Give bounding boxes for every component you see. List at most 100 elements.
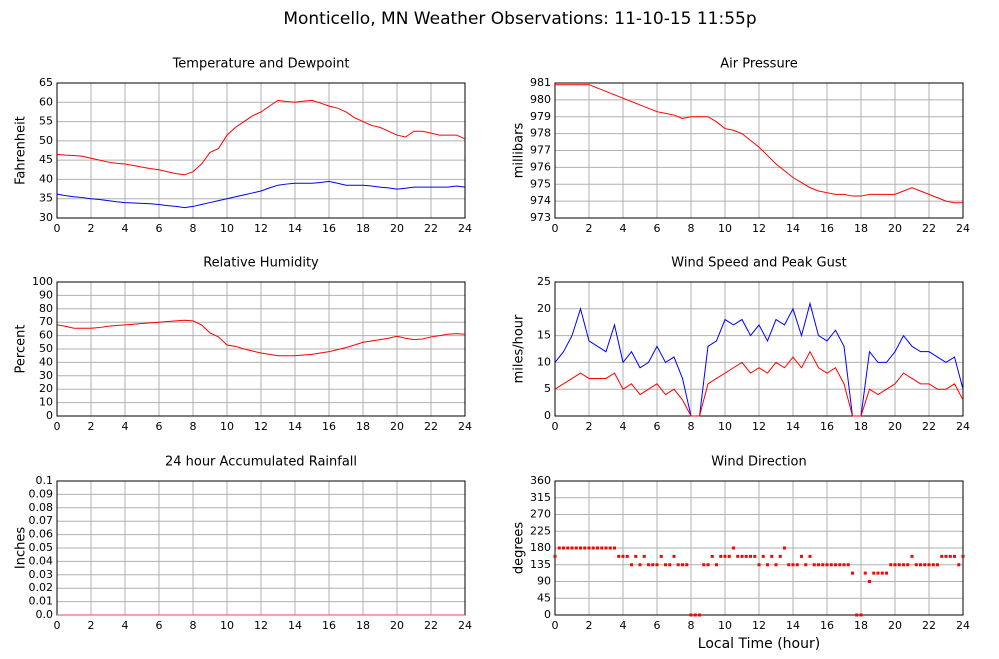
panel: Wind Speed and Peak Gust miles/hour 0 5 10 15… bbox=[512, 256, 971, 434]
data-point bbox=[808, 554, 812, 558]
data-point bbox=[812, 563, 816, 567]
y-tick-label: 980 bbox=[530, 93, 551, 106]
plot-frame bbox=[554, 480, 964, 616]
y-tick-label: 10 bbox=[537, 355, 551, 368]
x-tick-label: 12 bbox=[254, 222, 268, 235]
data-point bbox=[723, 554, 727, 558]
panel-title: Wind Speed and Peak Gust bbox=[671, 256, 846, 271]
y-tick-label: 45 bbox=[537, 591, 551, 604]
x-tick-label: 16 bbox=[820, 619, 834, 632]
data-point bbox=[634, 554, 638, 558]
data-point bbox=[689, 613, 693, 617]
data-point bbox=[804, 563, 808, 567]
x-tick-label: 24 bbox=[956, 420, 970, 433]
data-point bbox=[591, 546, 595, 550]
x-tick-label: 24 bbox=[956, 222, 970, 235]
x-tick-label: 6 bbox=[156, 222, 163, 235]
x-tick-label: 16 bbox=[820, 222, 834, 235]
data-point bbox=[753, 554, 757, 558]
y-axis-label: Inches bbox=[14, 527, 29, 569]
y-tick-label: 977 bbox=[530, 144, 551, 157]
data-point bbox=[600, 546, 604, 550]
data-point bbox=[608, 546, 612, 550]
panel: Air Pressure millibars 973 974 975 976 977 978 9… bbox=[512, 57, 971, 236]
y-tick-label: 90 bbox=[537, 575, 551, 588]
data-line bbox=[56, 319, 466, 357]
y-tick-label: 55 bbox=[39, 115, 53, 128]
data-point bbox=[885, 571, 888, 575]
data-point bbox=[617, 554, 621, 558]
x-tick-label: 20 bbox=[390, 222, 404, 235]
y-tick-label: 50 bbox=[39, 342, 53, 355]
y-axis-label: miles/hour bbox=[512, 314, 527, 383]
y-tick-label: 30 bbox=[39, 211, 53, 224]
x-tick-label: 8 bbox=[190, 222, 197, 235]
data-point bbox=[863, 571, 867, 575]
x-tick-label: 24 bbox=[458, 619, 472, 632]
x-tick-label: 8 bbox=[190, 619, 197, 632]
data-point bbox=[825, 563, 829, 567]
y-tick-label: 45 bbox=[39, 153, 53, 166]
data-point bbox=[647, 563, 650, 567]
x-tick-label: 18 bbox=[356, 222, 370, 235]
x-tick-label: 22 bbox=[424, 420, 438, 433]
x-tick-label: 24 bbox=[458, 222, 472, 235]
x-tick-label: 0 bbox=[552, 420, 559, 433]
panel: Temperature and DewpointFahrenheit303540… bbox=[14, 57, 473, 236]
x-tick-label: 6 bbox=[156, 619, 163, 632]
data-point bbox=[681, 563, 684, 567]
data-point bbox=[766, 563, 769, 567]
y-tick-label: 360 bbox=[530, 474, 551, 487]
data-point bbox=[897, 563, 901, 567]
y-tick-label: 40 bbox=[39, 172, 53, 185]
data-point bbox=[876, 571, 880, 575]
data-point bbox=[872, 571, 876, 575]
x-tick-label: 20 bbox=[888, 420, 902, 433]
x-tick-label: 18 bbox=[854, 420, 868, 433]
plot-frame bbox=[554, 281, 964, 417]
data-point bbox=[940, 554, 944, 558]
x-tick-label: 2 bbox=[586, 222, 593, 235]
x-tick-label: 2 bbox=[586, 619, 593, 632]
x-tick-label: 4 bbox=[122, 619, 129, 632]
data-point bbox=[787, 563, 791, 567]
x-tick-label: 10 bbox=[220, 420, 234, 433]
x-tick-label: 24 bbox=[956, 619, 970, 632]
x-tick-label: 2 bbox=[586, 420, 593, 433]
y-tick-label: 0.06 bbox=[29, 528, 54, 541]
x-tick-label: 16 bbox=[820, 420, 834, 433]
x-tick-label: 20 bbox=[888, 222, 902, 235]
x-tick-label: 16 bbox=[322, 420, 336, 433]
data-point bbox=[800, 554, 803, 558]
y-tick-label: 979 bbox=[530, 110, 551, 123]
x-tick-label: 20 bbox=[390, 619, 404, 632]
data-point bbox=[744, 554, 748, 558]
plot-frame bbox=[56, 82, 466, 219]
panel-title: Air Pressure bbox=[720, 57, 798, 72]
data-point bbox=[910, 554, 914, 558]
data-point bbox=[698, 613, 701, 617]
x-tick-label: 8 bbox=[190, 420, 197, 433]
data-point bbox=[889, 563, 893, 567]
x-tick-label: 4 bbox=[620, 619, 627, 632]
data-point bbox=[936, 563, 939, 567]
data-point bbox=[821, 563, 825, 567]
x-tick-label: 14 bbox=[288, 619, 302, 632]
y-tick-label: 40 bbox=[39, 355, 53, 368]
data-point bbox=[570, 546, 574, 550]
data-point bbox=[757, 563, 761, 567]
x-tick-label: 0 bbox=[54, 222, 61, 235]
y-axis-label: Fahrenheit bbox=[14, 116, 29, 185]
data-point bbox=[676, 563, 680, 567]
data-line bbox=[56, 180, 466, 209]
data-point bbox=[664, 563, 667, 567]
x-tick-label: 14 bbox=[288, 222, 302, 235]
data-point bbox=[791, 563, 795, 567]
data-point bbox=[655, 563, 659, 567]
y-tick-label: 0.02 bbox=[29, 581, 54, 594]
x-tick-label: 6 bbox=[654, 619, 661, 632]
y-tick-label: 135 bbox=[530, 558, 551, 571]
panel-title: Wind Direction bbox=[711, 455, 807, 470]
x-tick-label: 8 bbox=[688, 619, 695, 632]
y-tick-label: 0.09 bbox=[29, 487, 54, 500]
